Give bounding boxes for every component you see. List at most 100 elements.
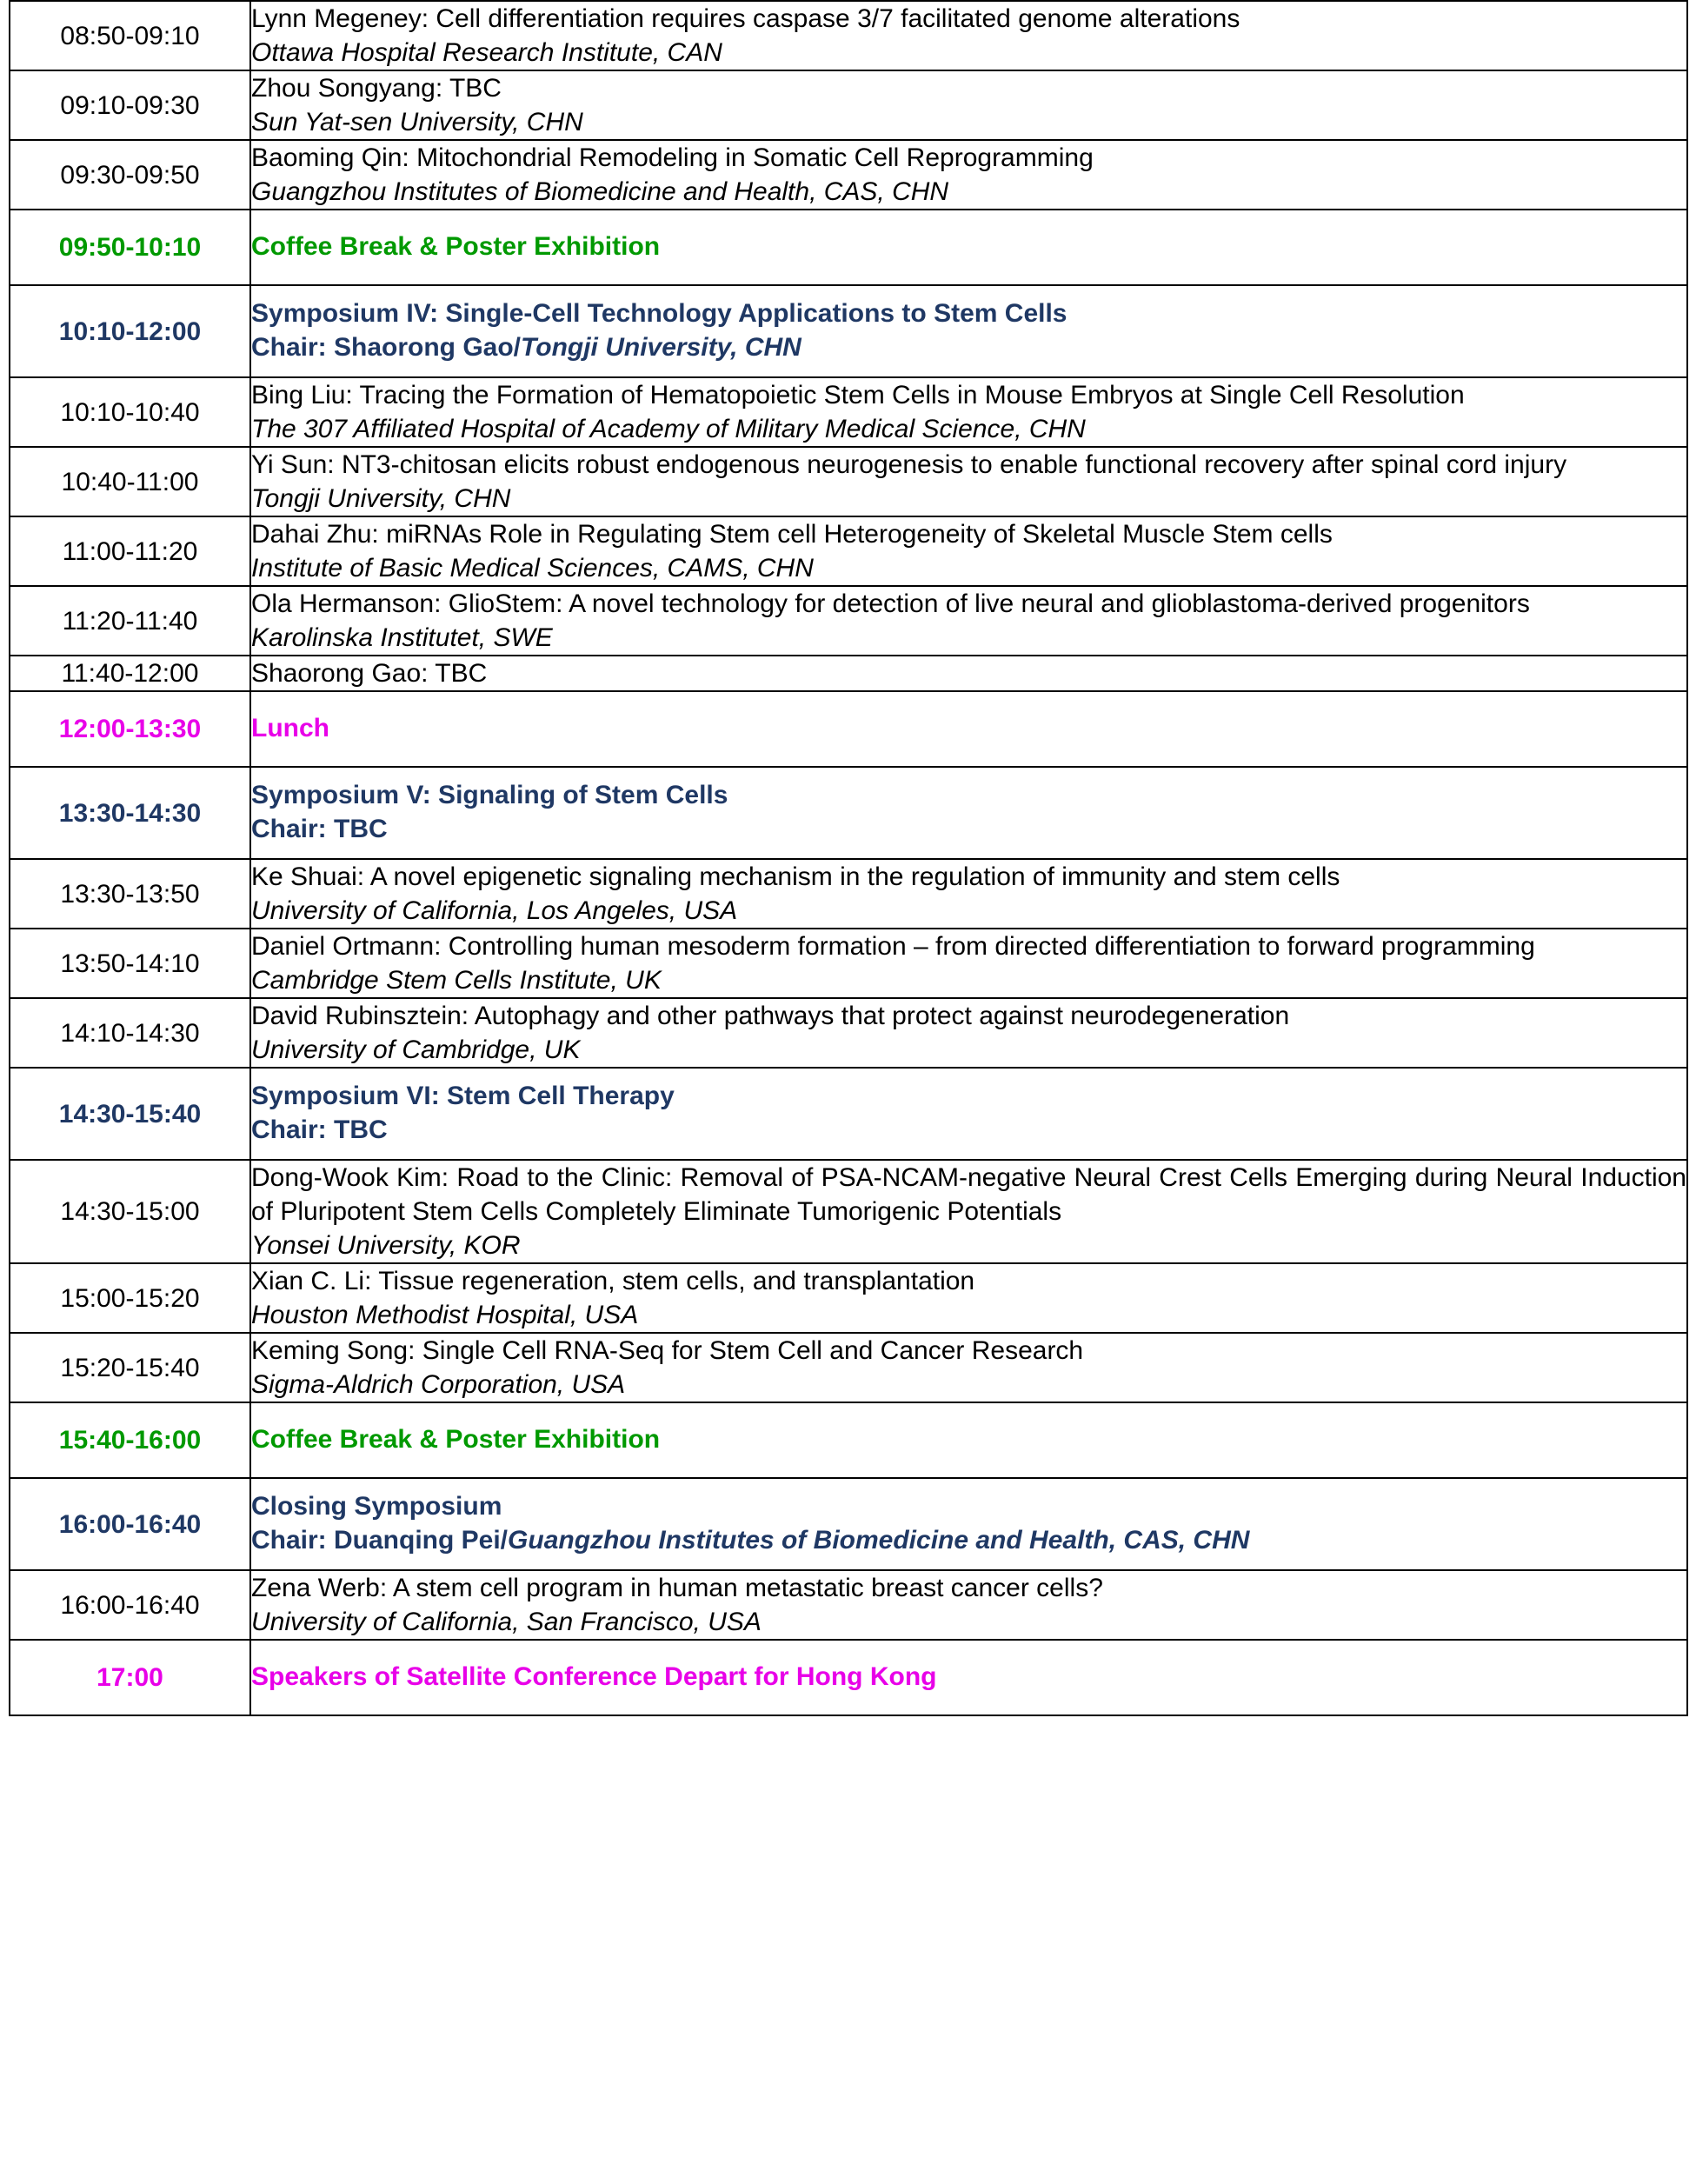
schedule-row: 13:30-14:30 Symposium V: Signaling of Ste… (9, 766, 1688, 860)
schedule-row: 10:10-12:00 Symposium IV: Single-Cell Tec… (9, 284, 1688, 378)
time-cell: 09:10-09:30 (9, 70, 251, 141)
time-cell: 09:50-10:10 (9, 209, 251, 286)
session-cell: Shaorong Gao: TBC (249, 655, 1688, 692)
schedule-table: 08:50-09:10 Lynn Megeney: Cell differenti… (9, 0, 1688, 1716)
time-cell: 10:10-10:40 (9, 376, 251, 448)
session-cell: Dong-Wook Kim: Road to the Clinic: Remov… (249, 1159, 1688, 1264)
schedule-row: 12:00-13:30 Lunch (9, 690, 1688, 768)
session-cell: Ke Shuai: A novel epigenetic signaling m… (249, 858, 1688, 929)
chair-affiliation: Tongji University, CHN (521, 333, 801, 362)
time-cell: 16:00-16:40 (9, 1477, 251, 1571)
schedule-row: 14:10-14:30 David Rubinsztein: Autophagy … (9, 997, 1688, 1069)
session-title: Dahai Zhu: miRNAs Role in Regulating Ste… (251, 520, 1333, 549)
speaker-affiliation: Guangzhou Institutes of Biomedicine and … (251, 177, 949, 206)
speaker-affiliation: Karolinska Institutet, SWE (251, 623, 553, 652)
schedule-row: 15:00-15:20 Xian C. Li: Tissue regenerati… (9, 1262, 1688, 1334)
time-cell: 13:30-14:30 (9, 766, 251, 860)
schedule-row: 11:20-11:40 Ola Hermanson: GlioStem: A no… (9, 585, 1688, 656)
time-cell: 15:40-16:00 (9, 1402, 251, 1479)
session-cell: Symposium VI: Stem Cell Therapy Chair: TB… (249, 1067, 1688, 1161)
session-title: Shaorong Gao: TBC (251, 659, 488, 688)
session-cell: Dahai Zhu: miRNAs Role in Regulating Ste… (249, 516, 1688, 587)
time-cell: 11:20-11:40 (9, 585, 251, 656)
schedule-row: 08:50-09:10 Lynn Megeney: Cell differenti… (9, 0, 1688, 71)
session-title: Xian C. Li: Tissue regeneration, stem ce… (251, 1267, 975, 1295)
session-cell: Coffee Break & Poster Exhibition (249, 209, 1688, 286)
session-cell: Zena Werb: A stem cell program in human … (249, 1569, 1688, 1641)
schedule-row: 15:20-15:40 Keming Song: Single Cell RNA-… (9, 1332, 1688, 1403)
session-title: Zhou Songyang: TBC (251, 74, 502, 103)
time-cell: 15:00-15:20 (9, 1262, 251, 1334)
speaker-affiliation: Cambridge Stem Cells Institute, UK (251, 966, 662, 995)
time-cell: 15:20-15:40 (9, 1332, 251, 1403)
session-title: Symposium IV: Single-Cell Technology App… (251, 299, 1067, 328)
session-title: David Rubinsztein: Autophagy and other p… (251, 1002, 1290, 1030)
time-cell: 12:00-13:30 (9, 690, 251, 768)
speaker-affiliation: Sigma-Aldrich Corporation, USA (251, 1370, 626, 1399)
session-cell: Baoming Qin: Mitochondrial Remodeling in… (249, 139, 1688, 210)
session-title: Symposium V: Signaling of Stem Cells (251, 781, 728, 809)
session-title: Closing Symposium (251, 1492, 502, 1521)
session-title: Coffee Break & Poster Exhibition (251, 1425, 661, 1454)
schedule-row: 17:00 Speakers of Satellite Conference De… (9, 1639, 1688, 1716)
chair-name: Chair: Shaorong Gao/ (251, 333, 522, 362)
speaker-affiliation: Sun Yat-sen University, CHN (251, 108, 583, 136)
session-title: Lunch (251, 714, 329, 742)
session-cell: Speakers of Satellite Conference Depart … (249, 1639, 1688, 1716)
session-cell: Bing Liu: Tracing the Formation of Hemat… (249, 376, 1688, 448)
session-title: Daniel Ortmann: Controlling human mesode… (251, 932, 1535, 961)
time-cell: 13:50-14:10 (9, 928, 251, 999)
schedule-row: 11:40-12:00 Shaorong Gao: TBC (9, 655, 1688, 692)
session-title: Lynn Megeney: Cell differentiation requi… (251, 4, 1240, 33)
chair-affiliation: Guangzhou Institutes of Biomedicine and … (508, 1526, 1250, 1555)
schedule-row: 14:30-15:00 Dong-Wook Kim: Road to the Cl… (9, 1159, 1688, 1264)
time-cell: 10:40-11:00 (9, 446, 251, 517)
session-title: Ola Hermanson: GlioStem: A novel technol… (251, 589, 1530, 618)
chair-name: Chair: Duanqing Pei/ (251, 1526, 509, 1555)
session-cell: Zhou Songyang: TBC Sun Yat-sen University… (249, 70, 1688, 141)
session-cell: Lynn Megeney: Cell differentiation requi… (249, 0, 1688, 71)
time-cell: 10:10-12:00 (9, 284, 251, 378)
speaker-affiliation: Tongji University, CHN (251, 484, 511, 513)
speaker-affiliation: Houston Methodist Hospital, USA (251, 1301, 639, 1329)
time-cell: 14:30-15:00 (9, 1159, 251, 1264)
session-title: Keming Song: Single Cell RNA-Seq for Ste… (251, 1336, 1084, 1365)
speaker-affiliation: Institute of Basic Medical Sciences, CAM… (251, 554, 814, 583)
session-cell: Coffee Break & Poster Exhibition (249, 1402, 1688, 1479)
time-cell: 11:00-11:20 (9, 516, 251, 587)
schedule-row: 15:40-16:00 Coffee Break & Poster Exhibit… (9, 1402, 1688, 1479)
session-chair: Chair: TBC (251, 812, 1686, 846)
time-cell: 16:00-16:40 (9, 1569, 251, 1641)
time-cell: 13:30-13:50 (9, 858, 251, 929)
session-cell: Closing Symposium Chair: Duanqing Pei/Gua… (249, 1477, 1688, 1571)
schedule-row: 14:30-15:40 Symposium VI: Stem Cell Thera… (9, 1067, 1688, 1161)
schedule-row: 13:30-13:50 Ke Shuai: A novel epigenetic … (9, 858, 1688, 929)
session-cell: Keming Song: Single Cell RNA-Seq for Ste… (249, 1332, 1688, 1403)
session-chair: Chair: Duanqing Pei/Guangzhou Institutes… (251, 1523, 1686, 1557)
chair-name: Chair: TBC (251, 1115, 388, 1144)
schedule-table-body: 08:50-09:10 Lynn Megeney: Cell differenti… (9, 0, 1688, 1716)
session-cell: Yi Sun: NT3-chitosan elicits robust endo… (249, 446, 1688, 517)
session-title: Yi Sun: NT3-chitosan elicits robust endo… (251, 450, 1567, 479)
schedule-row: 09:50-10:10 Coffee Break & Poster Exhibit… (9, 209, 1688, 286)
schedule-row: 16:00-16:40 Closing Symposium Chair: Duanq… (9, 1477, 1688, 1571)
speaker-affiliation: The 307 Affiliated Hospital of Academy o… (251, 415, 1086, 443)
speaker-affiliation: University of California, Los Angeles, U… (251, 896, 738, 925)
speaker-affiliation: University of California, San Francisco,… (251, 1608, 762, 1636)
session-title: Bing Liu: Tracing the Formation of Hemat… (251, 381, 1465, 410)
time-cell: 11:40-12:00 (9, 655, 251, 692)
schedule-row: 13:50-14:10 Daniel Ortmann: Controlling h… (9, 928, 1688, 999)
speaker-affiliation: University of Cambridge, UK (251, 1035, 581, 1064)
session-cell: Daniel Ortmann: Controlling human mesode… (249, 928, 1688, 999)
session-chair: Chair: Shaorong Gao/Tongji University, C… (251, 330, 1686, 364)
schedule-row: 10:10-10:40 Bing Liu: Tracing the Formati… (9, 376, 1688, 448)
schedule-row: 09:30-09:50 Baoming Qin: Mitochondrial Re… (9, 139, 1688, 210)
session-cell: Symposium V: Signaling of Stem Cells Chai… (249, 766, 1688, 860)
session-cell: Ola Hermanson: GlioStem: A novel technol… (249, 585, 1688, 656)
chair-name: Chair: TBC (251, 815, 388, 843)
session-cell: Symposium IV: Single-Cell Technology App… (249, 284, 1688, 378)
time-cell: 14:10-14:30 (9, 997, 251, 1069)
session-title: Baoming Qin: Mitochondrial Remodeling in… (251, 143, 1094, 172)
session-cell: David Rubinsztein: Autophagy and other p… (249, 997, 1688, 1069)
